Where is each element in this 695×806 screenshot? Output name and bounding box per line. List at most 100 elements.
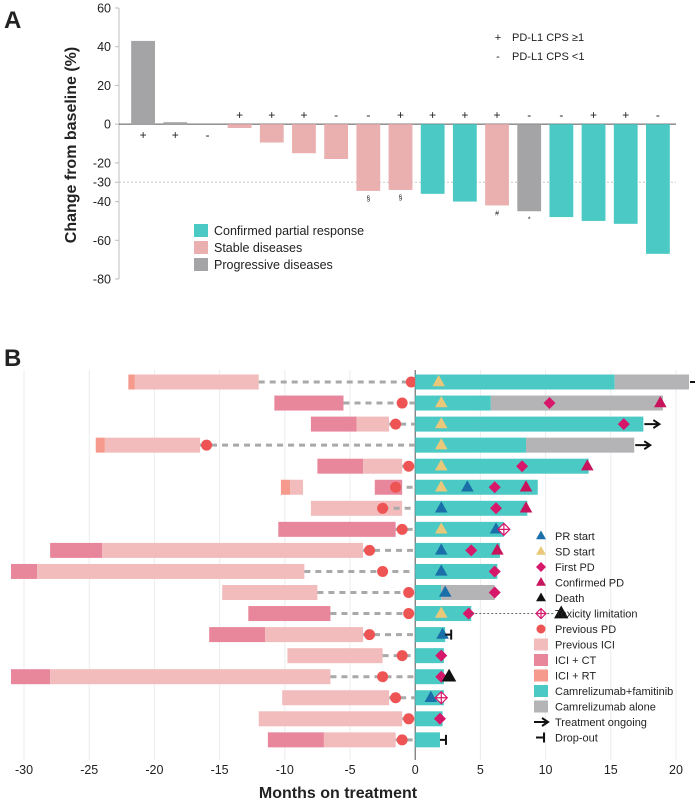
first-pd-marker bbox=[543, 397, 556, 410]
legend-label: Treatment ongoing bbox=[555, 717, 647, 729]
pr-marker bbox=[436, 627, 449, 639]
prior-treatment-bar bbox=[363, 458, 403, 474]
confirmed-pd-marker bbox=[519, 480, 533, 492]
legend-item: Previous ICI bbox=[534, 638, 615, 652]
legend-label: PR start bbox=[555, 531, 595, 543]
cps-legend: + PD-L1 CPS ≥1 - PD-L1 CPS <1 bbox=[495, 32, 585, 63]
patient-row bbox=[317, 458, 594, 474]
bar bbox=[388, 124, 413, 190]
legend-triangle-icon bbox=[536, 546, 546, 555]
patient-row bbox=[278, 521, 511, 537]
legend-swatch-partial-response bbox=[194, 224, 208, 237]
legend-item: Treatment ongoing bbox=[534, 717, 647, 729]
bar-annotation: * bbox=[528, 216, 531, 223]
patient-row bbox=[287, 648, 448, 664]
legend-label: Stable diseases bbox=[214, 241, 302, 255]
first-pd-marker bbox=[488, 481, 501, 494]
x-tick-label: -5 bbox=[344, 763, 355, 777]
prior-treatment-bar bbox=[278, 521, 396, 537]
legend-item: ICI + RT bbox=[534, 669, 596, 683]
patient-row bbox=[310, 500, 533, 516]
confirmed-pd-marker bbox=[491, 543, 504, 555]
legend-item: Previous PD bbox=[536, 624, 616, 636]
treatment-bar bbox=[526, 437, 635, 453]
bar bbox=[420, 124, 445, 194]
cps-sign: + bbox=[494, 108, 501, 122]
previous-pd-marker bbox=[405, 376, 417, 388]
previous-pd-marker bbox=[377, 502, 389, 514]
prior-treatment-bar bbox=[258, 711, 403, 727]
prior-treatment-bar bbox=[134, 374, 259, 390]
y-tick-label: 20 bbox=[97, 79, 111, 93]
patient-row bbox=[282, 690, 449, 706]
sd-marker bbox=[434, 459, 448, 471]
prior-treatment-bar bbox=[274, 395, 344, 411]
panel-a-y-axis-label: Change from baseline (%) bbox=[63, 47, 80, 243]
cps-sign: + bbox=[590, 108, 597, 122]
prior-treatment-bar bbox=[287, 648, 383, 664]
treatment-bar bbox=[415, 479, 538, 495]
first-pd-marker bbox=[433, 712, 446, 725]
bar-annotation: # bbox=[495, 210, 499, 217]
prior-treatment-bar bbox=[356, 416, 390, 432]
sd-marker bbox=[434, 606, 448, 618]
cps-sign: + bbox=[140, 128, 147, 142]
x-tick-label: -30 bbox=[15, 763, 33, 777]
legend-label: Previous ICI bbox=[555, 640, 615, 652]
treatment-bar bbox=[415, 585, 442, 600]
cps-sign: + bbox=[172, 128, 179, 142]
patient-row bbox=[95, 437, 653, 453]
cps-legend-label: PD-L1 CPS ≥1 bbox=[512, 32, 584, 44]
cps-sign: + bbox=[622, 108, 629, 122]
legend-item: SD start bbox=[536, 546, 595, 559]
prior-treatment-bar bbox=[323, 732, 396, 748]
previous-pd-marker bbox=[403, 608, 415, 620]
sd-marker bbox=[434, 417, 448, 429]
cps-sign: + bbox=[300, 108, 307, 122]
bar bbox=[131, 40, 155, 125]
prior-treatment-bar bbox=[282, 690, 390, 706]
legend-item: Camrelizumab alone bbox=[534, 700, 656, 714]
legend-label: Confirmed partial response bbox=[214, 224, 364, 238]
legend-label: ICI + RT bbox=[555, 671, 596, 683]
prior-treatment-bar bbox=[128, 374, 135, 390]
legend-label: Camrelizumab alone bbox=[555, 702, 656, 714]
patient-row bbox=[258, 711, 446, 727]
legend-item: First PD bbox=[536, 562, 595, 574]
sd-marker bbox=[434, 522, 448, 534]
bar bbox=[227, 124, 252, 129]
first-pd-marker bbox=[465, 544, 478, 557]
y-tick-label: 0 bbox=[104, 118, 111, 132]
previous-pd-marker bbox=[201, 439, 213, 451]
bar bbox=[356, 124, 381, 191]
x-tick-label: 5 bbox=[477, 763, 484, 777]
cps-legend-sign: + bbox=[495, 32, 501, 44]
treatment-bar bbox=[415, 416, 644, 432]
prior-treatment-bar bbox=[50, 542, 103, 558]
cps-sign: + bbox=[268, 108, 275, 122]
response-legend: Confirmed partial response Stable diseas… bbox=[194, 224, 364, 272]
legend-item: ICI + CT bbox=[534, 654, 597, 667]
death-marker bbox=[554, 605, 569, 619]
prior-treatment-bar bbox=[267, 732, 324, 748]
first-pd-marker bbox=[488, 586, 501, 599]
prior-treatment-bar bbox=[222, 585, 318, 600]
first-pd-marker bbox=[462, 607, 475, 620]
cps-sign: - bbox=[656, 108, 660, 122]
first-pd-marker bbox=[435, 649, 448, 662]
treatment-bar bbox=[415, 521, 504, 537]
cps-sign: - bbox=[334, 108, 338, 122]
pr-marker bbox=[461, 480, 474, 492]
treatment-bar bbox=[415, 648, 444, 664]
legend-item: PR start bbox=[536, 530, 595, 543]
legend-arrow-icon bbox=[534, 717, 550, 727]
prior-treatment-bar bbox=[11, 563, 38, 579]
legend-swatch bbox=[534, 654, 548, 666]
y-tick-label: 60 bbox=[97, 2, 111, 16]
patient-row bbox=[209, 627, 453, 643]
legend-swatch-stable-disease bbox=[194, 241, 208, 254]
pr-marker bbox=[434, 543, 448, 555]
panel-b-label: B bbox=[4, 345, 21, 372]
ongoing-arrow bbox=[635, 440, 653, 450]
